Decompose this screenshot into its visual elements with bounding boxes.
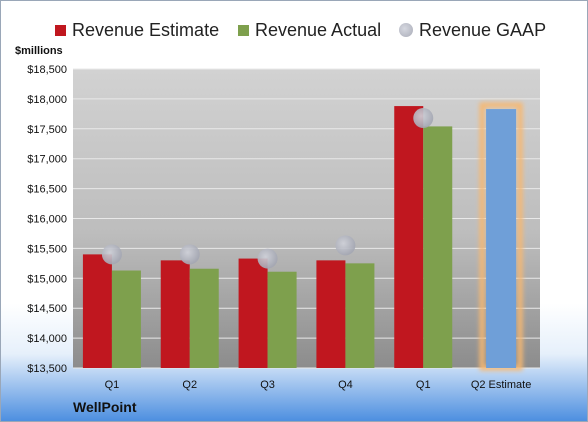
- x-tick-labels: Q1 Q2 Q3 Q4 Q1 Q2 Estimate: [105, 379, 532, 391]
- gaap-marker: [257, 248, 278, 269]
- bar-revenue-actual: [111, 270, 141, 368]
- y-tick-label: $16,500: [27, 184, 67, 196]
- y-tick-label: $14,500: [27, 303, 67, 315]
- y-tick-label: $17,000: [27, 154, 67, 166]
- y-tick-label: $15,500: [27, 243, 67, 255]
- legend-swatch-actual: [238, 24, 249, 36]
- legend: Revenue Estimate Revenue Actual Revenue …: [1, 15, 587, 45]
- legend-item-revenue-gaap: Revenue GAAP: [399, 15, 546, 45]
- x-tick-label: Q2 Estimate: [471, 379, 532, 391]
- gaap-marker: [101, 244, 122, 265]
- x-tick-label: Q1: [416, 379, 431, 391]
- bar-revenue-actual: [345, 263, 375, 368]
- legend-swatch-estimate: [55, 24, 66, 36]
- gaap-markers: [101, 108, 434, 269]
- y-tick-label: $16,000: [27, 214, 67, 226]
- x-tick-label: Q1: [105, 379, 120, 391]
- legend-label-gaap: Revenue GAAP: [419, 19, 547, 40]
- y-tick-label: $15,000: [27, 273, 67, 285]
- y-axis-unit-label: $millions: [15, 45, 63, 57]
- bar-revenue-actual: [189, 268, 219, 368]
- gaap-marker: [335, 235, 356, 256]
- bar-revenue-actual: [423, 126, 453, 369]
- legend-item-revenue-estimate: Revenue Estimate: [55, 15, 219, 45]
- legend-label-actual: Revenue Actual: [255, 19, 382, 40]
- x-tick-label: Q4: [338, 379, 353, 391]
- bar-revenue-estimate: [82, 254, 112, 368]
- legend-item-revenue-actual: Revenue Actual: [238, 15, 381, 45]
- bars: [82, 106, 517, 369]
- bar-revenue-forecast: [486, 109, 517, 368]
- gaap-marker: [413, 108, 434, 129]
- bar-revenue-estimate: [160, 260, 190, 368]
- legend-dot-gaap: [399, 23, 413, 37]
- y-tick-label: $13,500: [27, 363, 67, 375]
- x-tick-label: Q3: [260, 379, 275, 391]
- y-tick-labels: $13,500 $14,000 $14,500 $15,000 $15,500 $16,0…: [27, 64, 67, 375]
- legend-label-estimate: Revenue Estimate: [72, 19, 220, 40]
- bar-revenue-estimate: [316, 260, 346, 368]
- y-tick-label: $17,500: [27, 124, 67, 136]
- bar-revenue-actual: [267, 271, 297, 368]
- bar-revenue-estimate: [394, 106, 424, 369]
- gridlines: [73, 68, 540, 369]
- gaap-marker: [179, 244, 200, 265]
- bar-revenue-estimate: [238, 258, 268, 368]
- y-tick-label: $18,000: [27, 94, 67, 106]
- x-tick-label: Q2: [182, 379, 197, 391]
- y-tick-label: $18,500: [27, 64, 67, 76]
- company-name: WellPoint: [73, 399, 137, 415]
- y-tick-label: $14,000: [27, 333, 67, 345]
